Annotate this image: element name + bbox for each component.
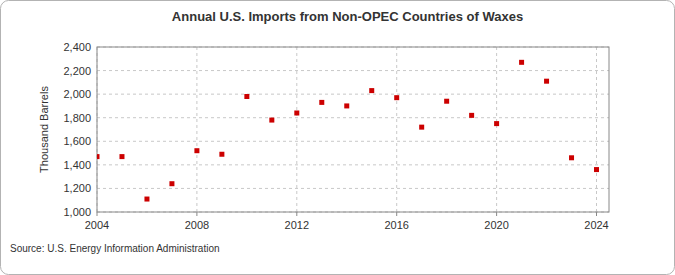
grid-line: [97, 117, 609, 118]
y-tick-label: 1,400: [63, 159, 91, 171]
x-tick-label: 2004: [85, 219, 109, 231]
x-tick: [596, 212, 597, 216]
point: [594, 167, 599, 172]
grid-line: [496, 47, 497, 212]
point: [119, 154, 124, 159]
point: [369, 88, 374, 93]
x-tick-label: 2020: [484, 219, 508, 231]
y-tick-label: 1,600: [63, 135, 91, 147]
grid-line: [396, 47, 397, 212]
point: [144, 197, 149, 202]
point: [169, 181, 174, 186]
x-tick: [496, 212, 497, 216]
point: [519, 60, 524, 65]
y-tick-label: 2,000: [63, 88, 91, 100]
source: Source: U.S. Energy Information Administ…: [10, 243, 220, 254]
point: [544, 79, 549, 84]
points: [97, 60, 599, 202]
grid-line: [97, 188, 609, 189]
y-tick-label: 1,000: [63, 206, 91, 218]
point: [319, 100, 324, 105]
point: [419, 125, 424, 130]
plot-frame: [97, 47, 609, 212]
grid-line: [296, 47, 297, 212]
y-tick-label: 1,200: [63, 182, 91, 194]
grid-line: [97, 141, 609, 142]
point: [219, 152, 224, 157]
grid-line: [97, 70, 609, 71]
y-tick-label: 2,400: [63, 41, 91, 53]
point: [469, 113, 474, 118]
point: [394, 95, 399, 100]
y-axis-label: Thousand Barrels: [38, 86, 50, 173]
point: [269, 118, 274, 123]
y-tick-label: 2,200: [63, 65, 91, 77]
x-tick: [97, 212, 98, 216]
x-tick: [296, 212, 297, 216]
grid-line: [97, 164, 609, 165]
point: [569, 155, 574, 160]
x-tick: [196, 212, 197, 216]
point: [444, 99, 449, 104]
point: [344, 103, 349, 108]
chart: Annual U.S. Imports from Non-OPEC Countr…: [0, 0, 675, 275]
x-tick-label: 2016: [384, 219, 408, 231]
background: [1, 1, 675, 275]
point: [194, 148, 199, 153]
point: [294, 111, 299, 116]
x-tick-label: 2012: [285, 219, 309, 231]
grid-line: [596, 47, 597, 212]
x-tick-label: 2008: [185, 219, 209, 231]
x-tick-label: 2024: [584, 219, 608, 231]
grid-line: [196, 47, 197, 212]
point: [494, 121, 499, 126]
y-tick-label: 1,800: [63, 112, 91, 124]
point: [97, 154, 100, 159]
grid-line: [97, 94, 609, 95]
x-tick: [396, 212, 397, 216]
point: [244, 94, 249, 99]
title: Annual U.S. Imports from Non-OPEC Countr…: [172, 9, 523, 24]
